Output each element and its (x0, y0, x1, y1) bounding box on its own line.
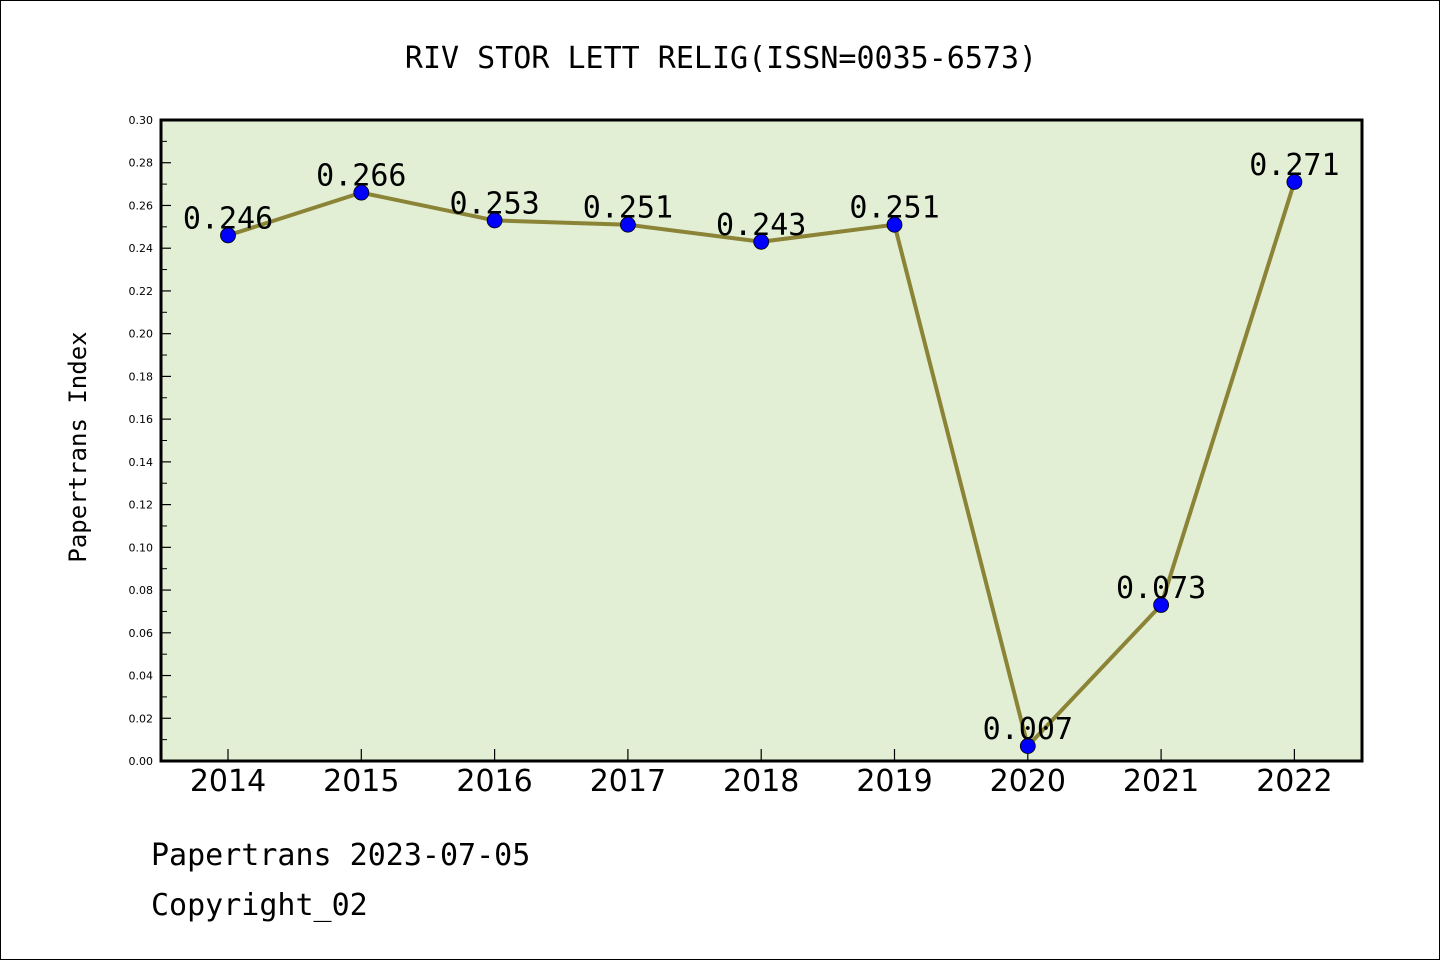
x-tick-label: 2018 (723, 764, 799, 799)
x-tick-label: 2017 (590, 764, 666, 799)
y-tick-label: 0.08 (129, 584, 154, 597)
y-tick-label: 0.20 (129, 328, 154, 341)
chart-title: RIV STOR LETT RELIG(ISSN=0035-6573) (405, 41, 1037, 76)
plot-border (159, 118, 1364, 763)
data-label: 0.251 (849, 191, 939, 226)
plot-area (161, 120, 1362, 761)
data-point (1019, 738, 1036, 754)
data-label: 0.253 (449, 186, 539, 221)
data-point (1153, 597, 1169, 613)
y-axis-label: Papertrans Index (64, 331, 92, 562)
data-label: 0.266 (316, 159, 406, 194)
y-tick-label: 0.26 (129, 199, 154, 212)
data-label: 0.251 (583, 191, 673, 226)
y-tick-label: 0.02 (129, 712, 154, 725)
y-tick-label: 0.12 (129, 499, 154, 512)
y-tick-label: 0.28 (129, 157, 154, 170)
y-tick-label: 0.16 (129, 413, 154, 426)
footer-date: Papertrans 2023-07-05 (151, 838, 530, 873)
y-tick-label: 0.30 (129, 114, 154, 127)
data-label: 0.243 (716, 208, 806, 243)
data-label: 0.073 (1116, 571, 1206, 606)
data-point (1286, 174, 1303, 190)
data-label: 0.246 (183, 201, 273, 236)
y-tick-label: 0.00 (129, 755, 154, 768)
y-tick-label: 0.04 (129, 670, 154, 683)
x-tick-label: 2014 (190, 764, 266, 799)
data-point (220, 227, 236, 244)
x-tick-label: 2021 (1123, 764, 1199, 799)
data-points (220, 174, 1303, 754)
data-point (886, 216, 903, 233)
y-axis: 0.00 0.02 0.04 0.06 0.08 0.10 0.12 0.14 0.16 0.18… (129, 114, 171, 768)
data-label: 0.007 (983, 712, 1073, 747)
x-tick-label: 2019 (856, 764, 932, 799)
data-labels: 0.246 0.266 0.253 0.251 0.243 0.251 0.007 0.073… (183, 148, 1340, 747)
x-tick-label: 2015 (323, 764, 399, 799)
y-tick-label: 0.24 (129, 242, 154, 255)
y-tick-label: 0.18 (129, 370, 154, 383)
y-tick-label: 0.22 (129, 285, 154, 298)
x-tick-label: 2016 (456, 764, 532, 799)
data-point (486, 212, 503, 229)
data-point (620, 216, 636, 233)
data-label: 0.271 (1249, 148, 1339, 183)
footer-copyright: Copyright_02 (151, 888, 368, 923)
y-tick-label: 0.14 (129, 456, 154, 469)
x-axis: 2014 2015 2016 2017 2018 2019 2020 2021 2022 (190, 749, 1333, 799)
data-point (353, 184, 370, 201)
x-tick-label: 2020 (990, 764, 1066, 799)
y-tick-label: 0.06 (129, 627, 154, 640)
x-tick-label: 2022 (1256, 764, 1332, 799)
y-tick-label: 0.10 (129, 541, 154, 554)
data-point (753, 233, 770, 250)
